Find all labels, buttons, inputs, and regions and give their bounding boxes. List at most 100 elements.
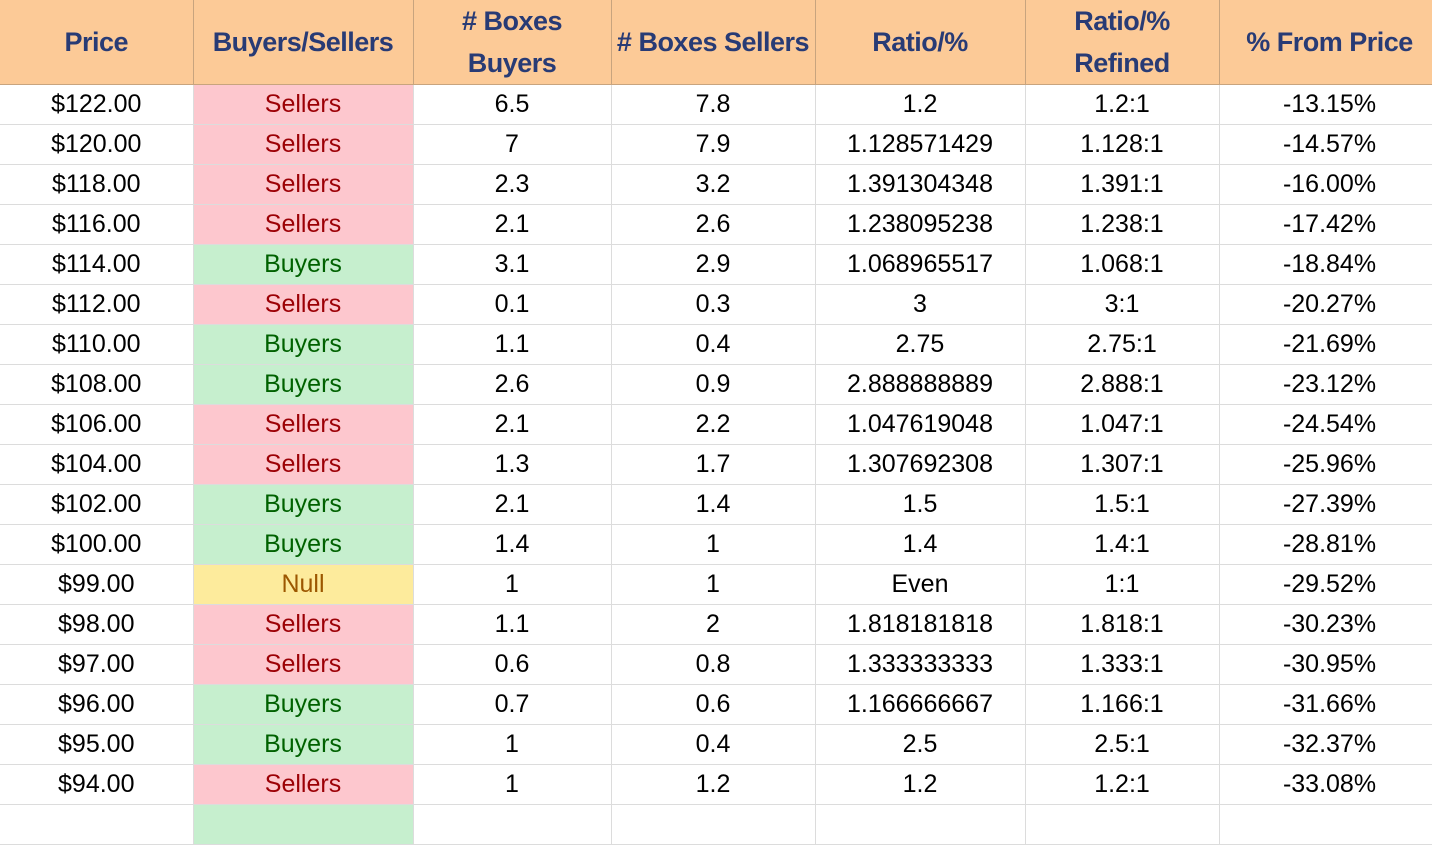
cell-ratio[interactable]: 1.333333333: [815, 644, 1026, 685]
cell-buyers-sellers[interactable]: Buyers: [193, 364, 414, 405]
cell-pct-from-price[interactable]: -18.84%: [1219, 244, 1432, 285]
cell-boxes-sellers[interactable]: 7.9: [611, 124, 816, 165]
cell-pct-from-price[interactable]: -27.39%: [1219, 484, 1432, 525]
cell-buyers-sellers[interactable]: Buyers: [193, 324, 414, 365]
cell-ratio-refined[interactable]: 1.047:1: [1025, 404, 1220, 445]
cell-ratio-refined[interactable]: 1:1: [1025, 564, 1220, 605]
cell-boxes-sellers[interactable]: 1.4: [611, 484, 816, 525]
cell-price[interactable]: $120.00: [0, 124, 194, 165]
cell-boxes-buyers[interactable]: 1.1: [413, 604, 612, 645]
cell-pct-from-price[interactable]: -29.52%: [1219, 564, 1432, 605]
header-buyers-sellers[interactable]: Buyers/Sellers: [193, 0, 414, 85]
cell-buyers-sellers[interactable]: Buyers: [193, 724, 414, 765]
cell-ratio-refined[interactable]: 1.5:1: [1025, 484, 1220, 525]
cell-ratio-refined[interactable]: 1.2:1: [1025, 764, 1220, 805]
cell-pct-from-price[interactable]: -25.96%: [1219, 444, 1432, 485]
header-boxes-buyers[interactable]: # Boxes Buyers: [413, 0, 612, 85]
cell-boxes-sellers[interactable]: 0.6: [611, 684, 816, 725]
cell-price[interactable]: $112.00: [0, 284, 194, 325]
cell-boxes-sellers[interactable]: 2.2: [611, 404, 816, 445]
cell-ratio[interactable]: 1.391304348: [815, 164, 1026, 205]
cell-price[interactable]: $116.00: [0, 204, 194, 245]
cell-empty[interactable]: [815, 804, 1026, 845]
cell-boxes-buyers[interactable]: 6.5: [413, 84, 612, 125]
cell-pct-from-price[interactable]: -30.23%: [1219, 604, 1432, 645]
cell-ratio[interactable]: 1.128571429: [815, 124, 1026, 165]
cell-price[interactable]: $97.00: [0, 644, 194, 685]
cell-buyers-sellers[interactable]: Sellers: [193, 84, 414, 125]
cell-boxes-sellers[interactable]: 3.2: [611, 164, 816, 205]
cell-pct-from-price[interactable]: -28.81%: [1219, 524, 1432, 565]
cell-price[interactable]: $100.00: [0, 524, 194, 565]
cell-pct-from-price[interactable]: -21.69%: [1219, 324, 1432, 365]
cell-price[interactable]: $98.00: [0, 604, 194, 645]
cell-ratio-refined[interactable]: 1.4:1: [1025, 524, 1220, 565]
cell-empty[interactable]: [1219, 804, 1432, 845]
cell-pct-from-price[interactable]: -17.42%: [1219, 204, 1432, 245]
cell-pct-from-price[interactable]: -31.66%: [1219, 684, 1432, 725]
cell-ratio[interactable]: 1.4: [815, 524, 1026, 565]
cell-price[interactable]: $94.00: [0, 764, 194, 805]
cell-boxes-buyers[interactable]: 2.3: [413, 164, 612, 205]
cell-price[interactable]: $95.00: [0, 724, 194, 765]
header-boxes-sellers[interactable]: # Boxes Sellers: [611, 0, 816, 85]
cell-pct-from-price[interactable]: -33.08%: [1219, 764, 1432, 805]
cell-pct-from-price[interactable]: -24.54%: [1219, 404, 1432, 445]
cell-buyers-sellers[interactable]: Null: [193, 564, 414, 605]
cell-price[interactable]: $106.00: [0, 404, 194, 445]
cell-boxes-buyers[interactable]: 1: [413, 724, 612, 765]
cell-boxes-buyers[interactable]: 0.6: [413, 644, 612, 685]
cell-ratio[interactable]: 1.818181818: [815, 604, 1026, 645]
cell-buyers-sellers[interactable]: Sellers: [193, 204, 414, 245]
cell-ratio[interactable]: 3: [815, 284, 1026, 325]
cell-pct-from-price[interactable]: -30.95%: [1219, 644, 1432, 685]
header-ratio[interactable]: Ratio/%: [815, 0, 1026, 85]
cell-ratio[interactable]: Even: [815, 564, 1026, 605]
cell-buyers-sellers[interactable]: Sellers: [193, 764, 414, 805]
cell-buyers-sellers[interactable]: Buyers: [193, 524, 414, 565]
cell-boxes-sellers[interactable]: 0.9: [611, 364, 816, 405]
cell-boxes-sellers[interactable]: 2.9: [611, 244, 816, 285]
cell-ratio[interactable]: 1.238095238: [815, 204, 1026, 245]
cell-ratio-refined[interactable]: 1.128:1: [1025, 124, 1220, 165]
cell-empty[interactable]: [413, 804, 612, 845]
cell-boxes-buyers[interactable]: 2.1: [413, 404, 612, 445]
cell-ratio-refined[interactable]: 1.2:1: [1025, 84, 1220, 125]
cell-boxes-buyers[interactable]: 1.1: [413, 324, 612, 365]
cell-price[interactable]: $114.00: [0, 244, 194, 285]
cell-boxes-sellers[interactable]: 2: [611, 604, 816, 645]
cell-ratio-refined[interactable]: 1.238:1: [1025, 204, 1220, 245]
cell-ratio[interactable]: 1.068965517: [815, 244, 1026, 285]
cell-ratio[interactable]: 1.2: [815, 84, 1026, 125]
cell-ratio-refined[interactable]: 1.166:1: [1025, 684, 1220, 725]
cell-boxes-sellers[interactable]: 1: [611, 564, 816, 605]
cell-buyers-sellers[interactable]: Sellers: [193, 124, 414, 165]
cell-boxes-buyers[interactable]: 2.1: [413, 204, 612, 245]
cell-buyers-sellers[interactable]: Sellers: [193, 444, 414, 485]
cell-empty[interactable]: [611, 804, 816, 845]
cell-price[interactable]: $108.00: [0, 364, 194, 405]
cell-boxes-buyers[interactable]: 1: [413, 564, 612, 605]
cell-price[interactable]: $118.00: [0, 164, 194, 205]
cell-ratio-refined[interactable]: 2.75:1: [1025, 324, 1220, 365]
cell-pct-from-price[interactable]: -20.27%: [1219, 284, 1432, 325]
cell-boxes-sellers[interactable]: 1.2: [611, 764, 816, 805]
cell-boxes-buyers[interactable]: 3.1: [413, 244, 612, 285]
cell-price[interactable]: $104.00: [0, 444, 194, 485]
cell-buyers-sellers[interactable]: Sellers: [193, 164, 414, 205]
cell-buyers-sellers[interactable]: Sellers: [193, 284, 414, 325]
cell-ratio[interactable]: 1.5: [815, 484, 1026, 525]
cell-boxes-buyers[interactable]: 2.6: [413, 364, 612, 405]
cell-ratio[interactable]: 1.047619048: [815, 404, 1026, 445]
cell-buyers-sellers[interactable]: Sellers: [193, 604, 414, 645]
cell-boxes-sellers[interactable]: 1: [611, 524, 816, 565]
cell-buyers-sellers[interactable]: Sellers: [193, 644, 414, 685]
cell-ratio[interactable]: 2.75: [815, 324, 1026, 365]
cell-buyers-sellers[interactable]: Sellers: [193, 404, 414, 445]
cell-buyers-sellers[interactable]: Buyers: [193, 684, 414, 725]
cell-price[interactable]: $102.00: [0, 484, 194, 525]
cell-boxes-buyers[interactable]: 1.4: [413, 524, 612, 565]
cell-ratio-refined[interactable]: 1.333:1: [1025, 644, 1220, 685]
cell-boxes-buyers[interactable]: 0.1: [413, 284, 612, 325]
header-price[interactable]: Price: [0, 0, 194, 85]
